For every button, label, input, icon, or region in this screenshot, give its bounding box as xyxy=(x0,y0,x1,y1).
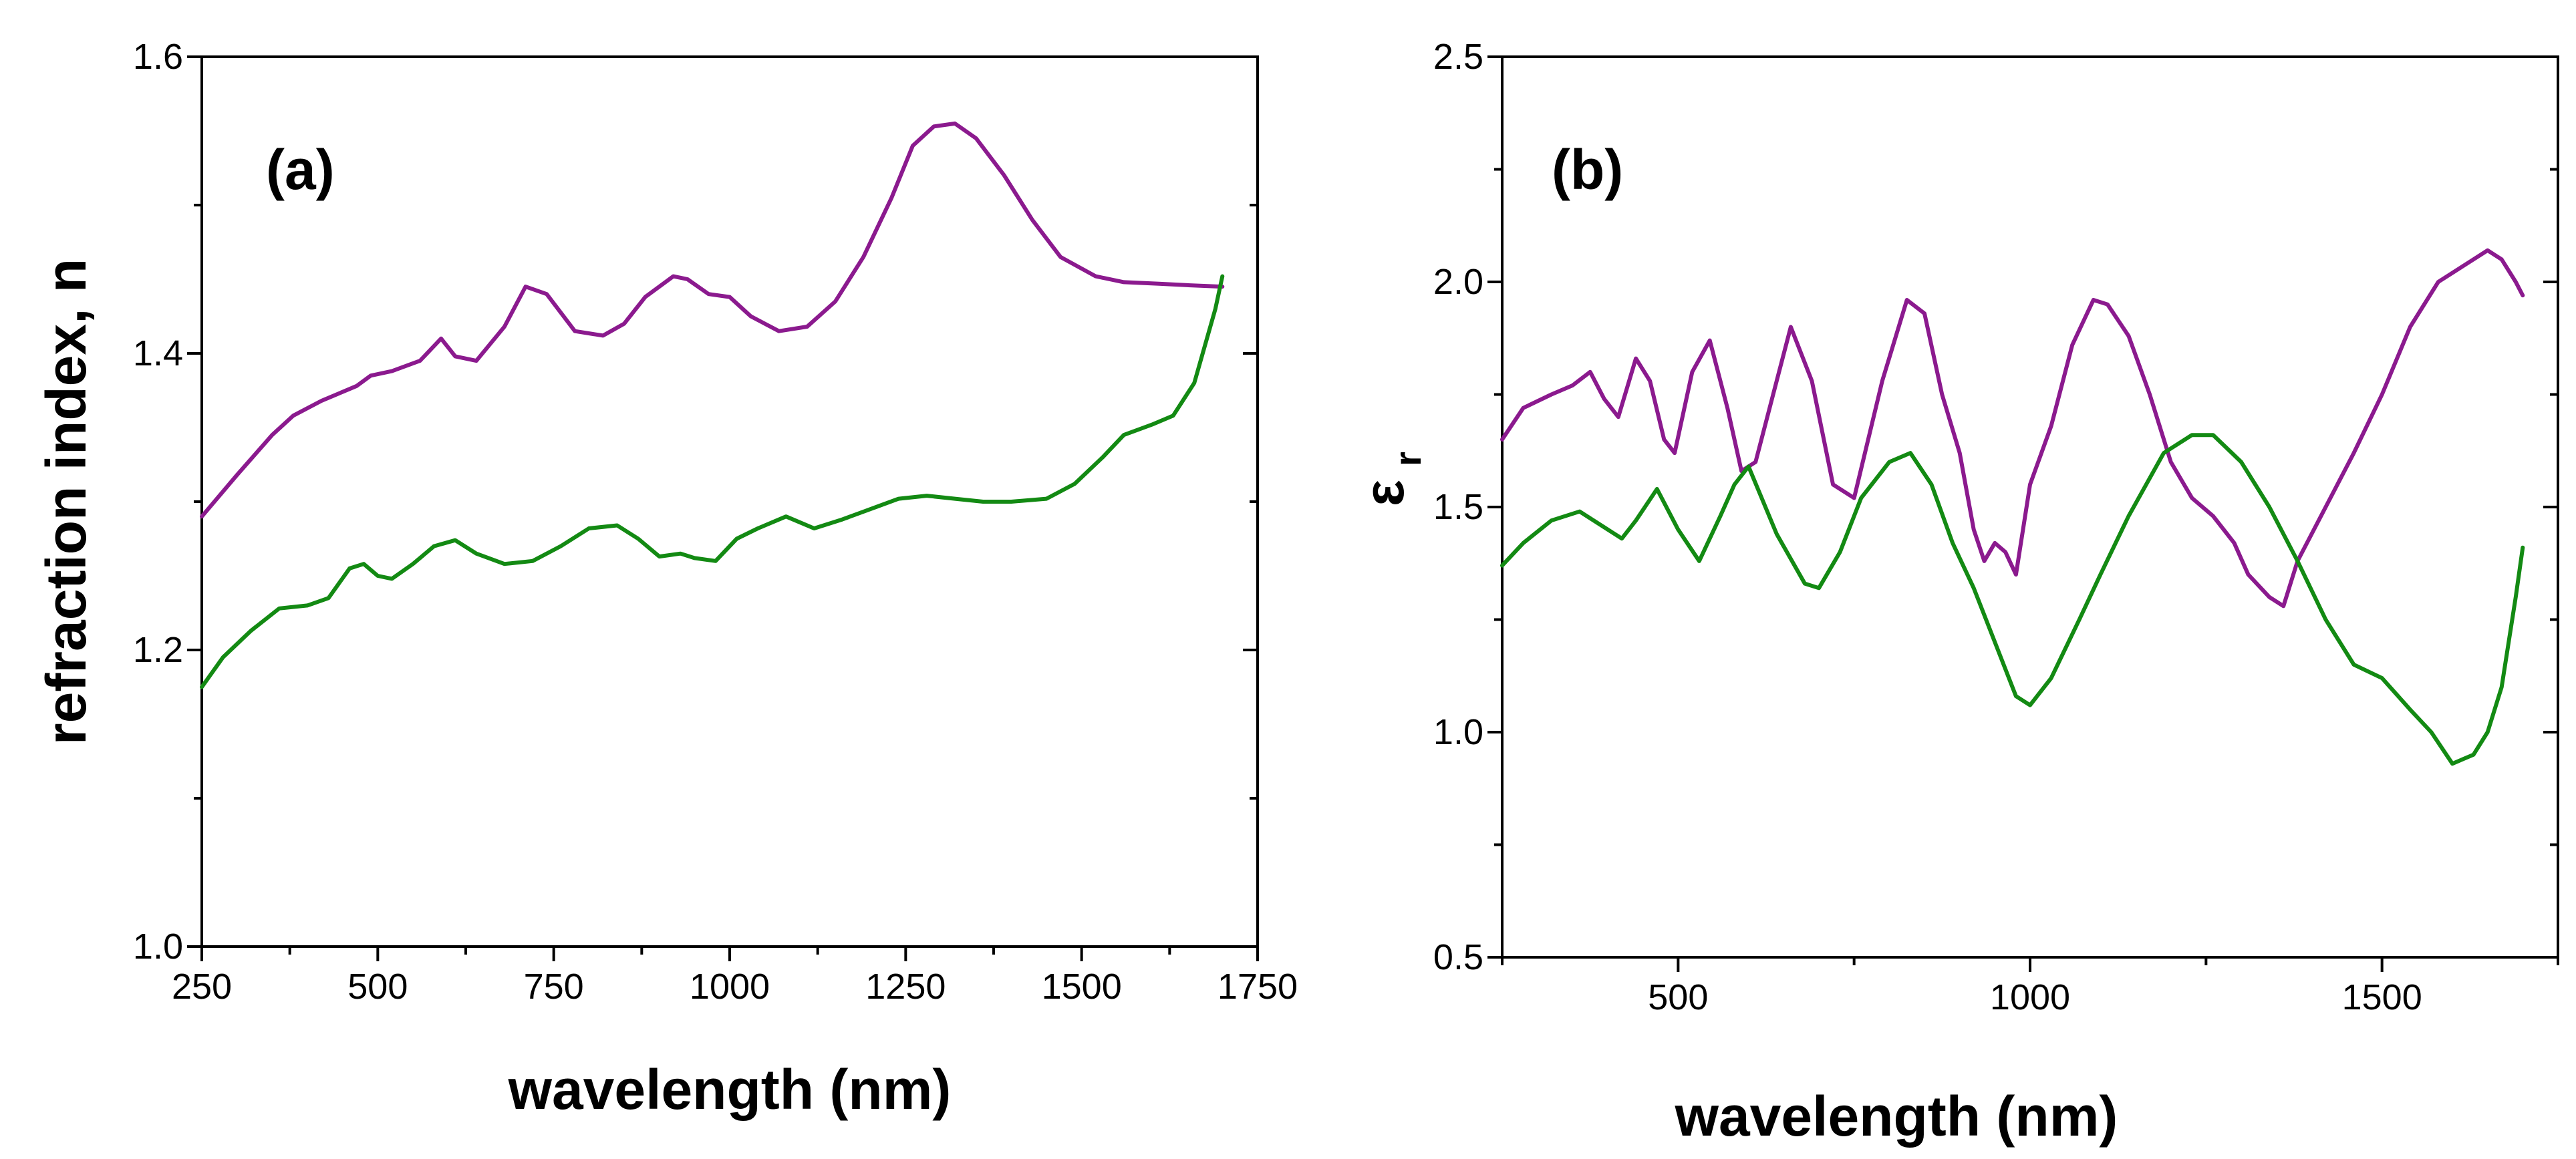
panel-b-x-tick-label: 1500 xyxy=(2342,977,2422,1017)
panel-b-x-axis-label: wavelength (nm) xyxy=(1675,1085,2118,1148)
panel-b-x-tick-label: 500 xyxy=(1648,977,1708,1017)
panel-b-series xyxy=(1500,248,2525,766)
panel-a-label: (a) xyxy=(266,138,335,201)
panel-a-x-tick-label: 1000 xyxy=(690,967,770,1007)
panel-a-y-axis-label: refraction index, n xyxy=(35,259,98,745)
panel-b: 500 1000 1500 0.5 1.0 1.5 2.0 2.5 (b) wavelengt… xyxy=(1352,37,2559,1148)
panel-b-y-tick-label: 1.5 xyxy=(1433,487,1483,527)
panel-a-x-tick-label: 500 xyxy=(347,967,408,1007)
panel-a-y-tick-label: 1.0 xyxy=(133,927,183,967)
panel-b-y-axis-label: ε r xyxy=(1352,452,1429,506)
panel-a-x-tick-label: 1500 xyxy=(1042,967,1122,1007)
panel-b-frame xyxy=(1501,55,2559,959)
panel-b-y-tick-label: 0.5 xyxy=(1433,937,1483,977)
panel-a-x-tick-label: 750 xyxy=(524,967,584,1007)
panel-b-series-purple xyxy=(1500,248,2525,609)
panel-a-frame xyxy=(200,55,1259,948)
panel-a-ticks: 250 500 750 1000 1250 1500 1750 1.0 1.2 1.4 1.6 xyxy=(133,37,1298,1007)
panel-a: 250 500 750 1000 1250 1500 1750 1.0 1.2 1.4 1.6 (a… xyxy=(35,37,1298,1121)
panel-b-y-tick-label: 2.0 xyxy=(1433,262,1483,302)
panel-b-label: (b) xyxy=(1552,138,1623,201)
panel-b-y-axis-symbol: ε xyxy=(1352,480,1415,506)
panel-a-x-tick-label: 1750 xyxy=(1218,967,1298,1007)
panel-a-y-tick-label: 1.4 xyxy=(133,333,183,373)
panel-a-x-tick-label: 250 xyxy=(172,967,232,1007)
panel-a-series-green xyxy=(200,274,1225,689)
panel-b-x-tick-label: 1000 xyxy=(1990,977,2070,1017)
panel-b-y-tick-label: 1.0 xyxy=(1433,712,1483,752)
panel-a-x-tick-label: 1250 xyxy=(865,967,946,1007)
panel-a-series xyxy=(200,121,1225,689)
panel-a-y-tick-label: 1.2 xyxy=(133,630,183,670)
panel-a-y-tick-label: 1.6 xyxy=(133,37,183,77)
panel-b-y-axis-subscript: r xyxy=(1387,452,1429,466)
panel-a-x-axis-label: wavelength (nm) xyxy=(508,1058,952,1121)
panel-b-series-green xyxy=(1500,433,2525,766)
panel-a-series-purple xyxy=(200,121,1225,519)
panel-b-y-tick-label: 2.5 xyxy=(1433,37,1483,77)
panel-b-ticks: 500 1000 1500 0.5 1.0 1.5 2.0 2.5 xyxy=(1433,37,2559,1017)
